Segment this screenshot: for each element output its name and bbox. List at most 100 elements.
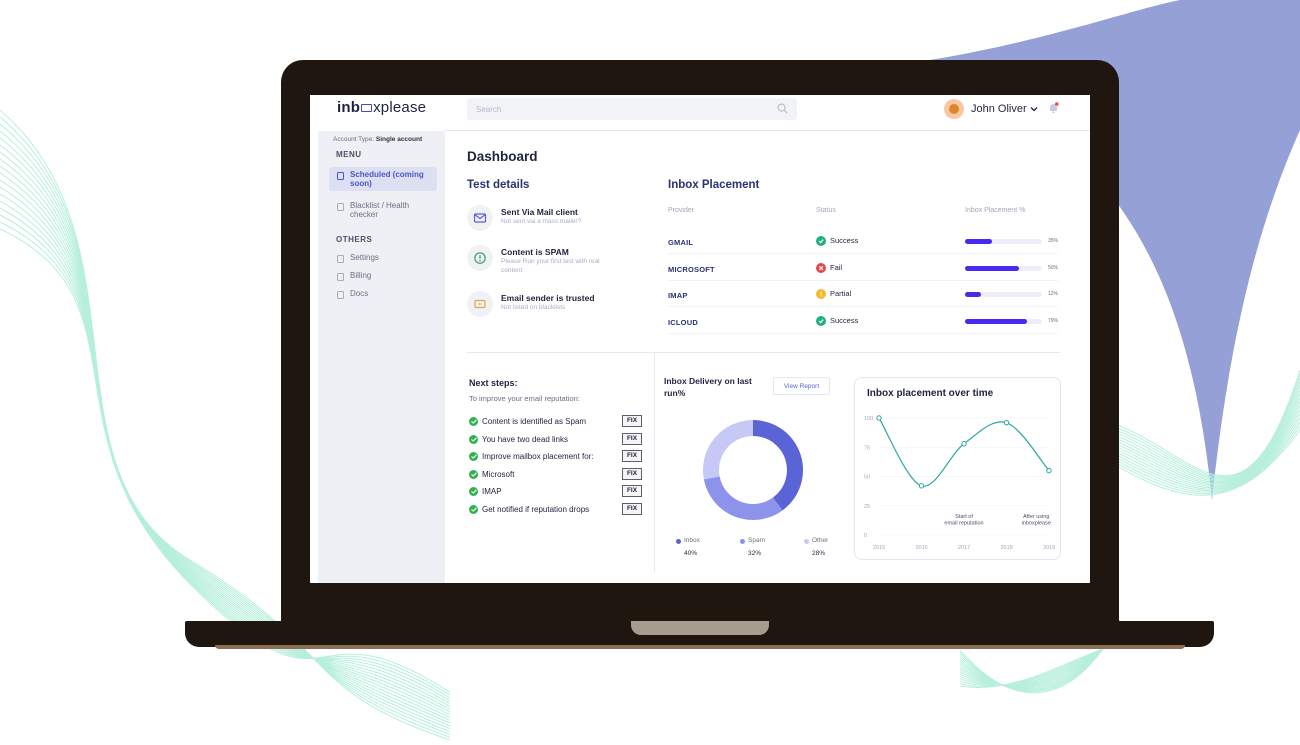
placement-progress-bar — [965, 292, 1042, 297]
column-header-provider: Provider — [668, 207, 695, 214]
row-divider — [668, 253, 1058, 254]
next-step-text: Content is identified as Spam — [482, 417, 587, 426]
shield-icon-circle — [467, 291, 493, 317]
sidebar-item-docs[interactable]: Docs — [329, 286, 437, 301]
page-title: Dashboard — [467, 149, 538, 164]
next-step-item: Get notified if reputation drops FIX — [469, 503, 643, 517]
placement-progress-fill — [965, 292, 982, 297]
legend-value: 28% — [812, 550, 826, 557]
next-step-item: Content is identified as Spam FIX — [469, 415, 643, 429]
provider-name: GMAIL — [668, 238, 694, 247]
fix-button[interactable]: FIX — [622, 503, 642, 515]
table-row: GMAIL Success 35% — [668, 231, 1058, 257]
test-item-title: Email sender is trusted — [501, 293, 595, 303]
check-circle-icon — [469, 487, 478, 497]
placement-over-time-card: 0 25 50 75 100 2015 2016 2017 2018 2019 Start of em… — [854, 377, 1061, 560]
row-divider — [668, 279, 1058, 281]
y-tick-label: 100 — [864, 416, 873, 422]
data-point — [1003, 419, 1010, 426]
sidebar-item-blacklist[interactable]: Blacklist / Health checker — [329, 198, 437, 222]
status-label: Success — [830, 315, 859, 325]
alert-icon — [474, 252, 486, 264]
next-steps-subtitle: To improve your email reputation: — [469, 394, 580, 403]
placement-progress-fill — [965, 239, 992, 244]
next-steps-title: Next steps: — [469, 378, 518, 388]
settings-icon — [337, 255, 344, 263]
search-icon[interactable] — [777, 103, 788, 114]
user-menu[interactable]: John Oliver — [944, 97, 1069, 121]
data-point — [918, 483, 925, 489]
test-item-title: Content is SPAM — [501, 247, 569, 257]
x-tick-label: 2015 — [873, 545, 885, 551]
x-tick-label: 2019 — [1043, 545, 1055, 551]
next-step-item: Microsoft FIX — [469, 467, 643, 482]
wave-line — [1099, 429, 1300, 496]
user-name[interactable]: John Oliver — [971, 103, 1027, 115]
wave-line — [1099, 421, 1300, 493]
fix-button[interactable]: FIX — [622, 467, 642, 480]
wave-line — [1099, 405, 1300, 487]
chevron-down-icon[interactable] — [1030, 105, 1038, 113]
legend-dot — [740, 539, 745, 544]
fix-button[interactable]: FIX — [622, 450, 642, 463]
wave-line — [0, 172, 451, 716]
alert-icon-circle — [467, 245, 493, 271]
wave-line — [1099, 397, 1300, 485]
menu-title: MENU — [336, 150, 362, 159]
annotation-label: After using inboxplease — [1022, 514, 1051, 527]
logo-text-end: xplease — [373, 99, 427, 116]
wave-line — [0, 179, 451, 713]
wave-line — [1099, 389, 1300, 482]
check-circle-icon — [469, 417, 478, 426]
search-input[interactable] — [467, 98, 767, 120]
search-box — [467, 98, 797, 120]
account-type-label: Account Type: — [333, 136, 375, 143]
calendar-icon — [337, 172, 344, 180]
fix-button[interactable]: FIX — [622, 485, 642, 498]
check-circle-icon — [469, 505, 478, 514]
sidebar-item-label: Billing — [350, 271, 372, 280]
sidebar-item-label: Blacklist / Health checker — [350, 201, 410, 219]
series-line — [878, 417, 1050, 487]
test-item-subtitle: Please Run your first test with real con… — [501, 258, 600, 274]
placement-over-time-title: Inbox placement over time — [867, 388, 994, 399]
sidebar-item-billing[interactable]: Billing — [329, 268, 437, 283]
wave-line — [0, 130, 451, 733]
wave-line — [0, 214, 451, 699]
sidebar-item-label: Docs — [350, 289, 369, 298]
annotation-label: Start of email reputation — [944, 514, 983, 527]
section-divider — [467, 352, 1060, 353]
wave-line — [1099, 409, 1300, 489]
table-row: IMAP Partial 12% — [668, 284, 1058, 310]
data-point — [1046, 467, 1052, 474]
avatar[interactable] — [944, 99, 964, 119]
wave-line — [0, 200, 451, 705]
next-step-item: Improve mailbox placement for: FIX — [469, 450, 643, 464]
status-label: Fail — [830, 262, 843, 272]
donut-slice-other — [703, 420, 753, 480]
test-item-title: Sent Via Mail client — [501, 207, 578, 217]
top-bar: John Oliver — [445, 95, 1090, 131]
inbox-placement-title: Inbox Placement — [668, 179, 760, 191]
legend-dot — [804, 539, 809, 544]
check-circle-icon — [469, 434, 478, 444]
column-header-placement: Inbox Placement % — [965, 207, 1026, 214]
fix-button[interactable]: FIX — [622, 432, 642, 445]
sidebar-item-scheduled[interactable]: Scheduled (coming soon) — [329, 167, 437, 191]
test-item-mail-client: Sent Via Mail client Not sent via a mass… — [467, 205, 647, 235]
view-report-button[interactable]: View Report — [773, 377, 830, 395]
test-item-sender-trusted: Email sender is trusted Not listed on bl… — [467, 291, 647, 321]
fix-button[interactable]: FIX — [622, 415, 642, 427]
inbox-delivery-donut-chart — [703, 420, 803, 520]
legend-label: Spam — [748, 537, 765, 544]
sidebar-item-settings[interactable]: Settings — [329, 250, 437, 265]
logo-area: inb xplease — [318, 95, 445, 131]
logo[interactable]: inb xplease — [337, 99, 426, 116]
check-circle-icon — [816, 315, 826, 326]
placement-percent: 35% — [1048, 238, 1059, 244]
provider-name: IMAP — [668, 291, 688, 300]
legend-item-other: Other 28% — [800, 537, 844, 559]
placement-progress-bar — [965, 318, 1042, 324]
bell-icon[interactable] — [1048, 102, 1059, 114]
